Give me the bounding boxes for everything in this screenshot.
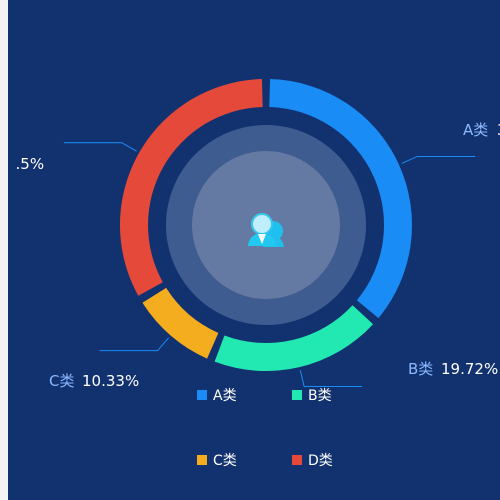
legend: A类 B类 C类 D类 bbox=[197, 388, 333, 469]
legend-swatch-d bbox=[292, 455, 302, 465]
leader-line-c bbox=[99, 337, 170, 352]
legend-item-d[interactable]: D类 bbox=[292, 453, 333, 469]
label-c-category: C类 bbox=[49, 372, 74, 390]
legend-label-c: C类 bbox=[213, 453, 237, 469]
users-icon bbox=[248, 213, 284, 247]
legend-swatch-b bbox=[292, 390, 302, 400]
legend-label-b: B类 bbox=[308, 388, 332, 404]
slice-c[interactable] bbox=[142, 287, 219, 359]
label-b-category: B类 bbox=[408, 360, 433, 378]
slice-a[interactable] bbox=[269, 79, 412, 319]
legend-item-c[interactable]: C类 bbox=[197, 453, 237, 469]
legend-label-d: D类 bbox=[308, 453, 333, 469]
legend-swatch-a bbox=[197, 390, 207, 400]
legend-swatch-c bbox=[197, 455, 207, 465]
leader-line-d bbox=[63, 142, 137, 152]
label-a-category: A类 bbox=[463, 121, 488, 139]
legend-label-a: A类 bbox=[213, 388, 237, 404]
label-c-percent: 10.33% bbox=[82, 372, 139, 390]
leader-line-b bbox=[299, 369, 363, 388]
slice-d[interactable] bbox=[120, 79, 263, 296]
donut-chart: A类 3 B类 19.72% C类 10.33% 3.5% A类 B类 C类 bbox=[8, 79, 500, 469]
leader-line-a bbox=[401, 155, 476, 164]
legend-item-b[interactable]: B类 bbox=[292, 388, 332, 404]
legend-item-a[interactable]: A类 bbox=[197, 388, 237, 404]
label-b-percent: 19.72% bbox=[441, 360, 498, 378]
label-d-percent: 3.5% bbox=[8, 155, 44, 173]
label-a-percent: 3 bbox=[497, 121, 500, 139]
slice-b[interactable] bbox=[214, 305, 374, 371]
